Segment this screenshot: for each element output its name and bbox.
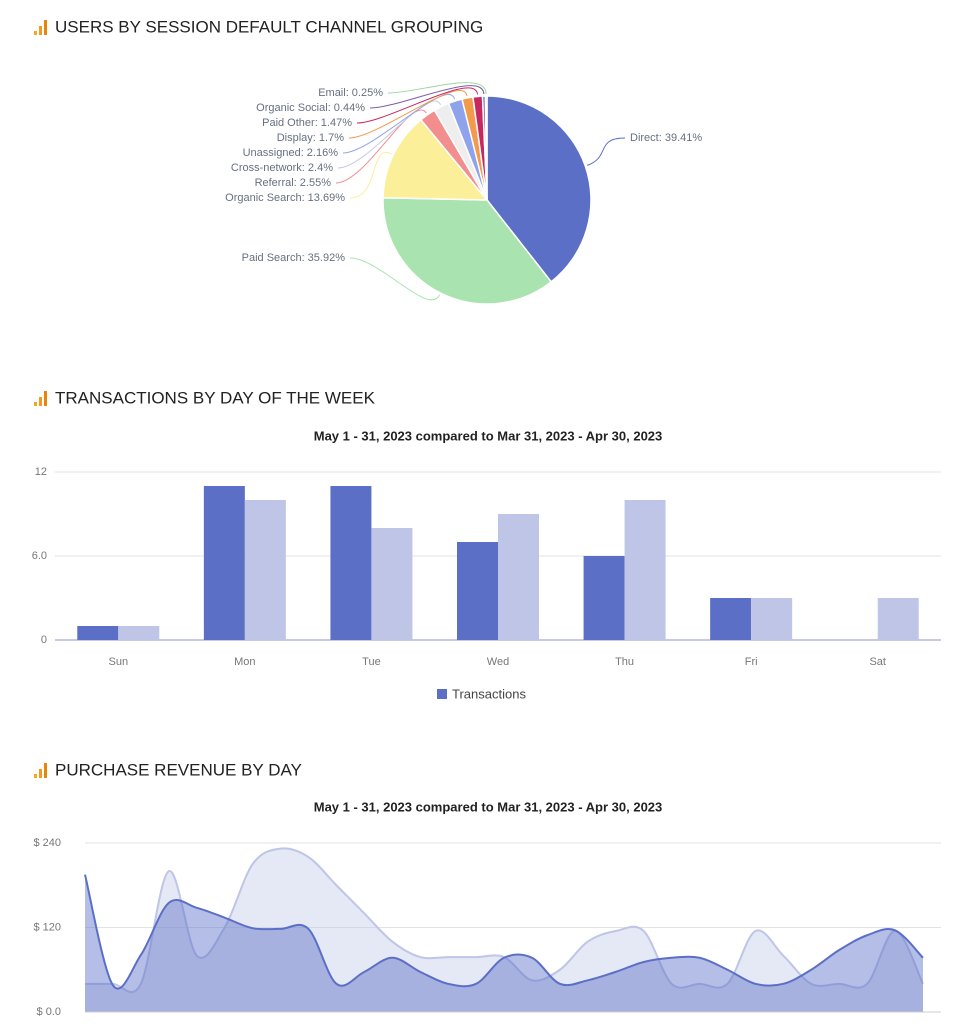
leader-line (337, 100, 441, 169)
area (85, 874, 923, 1012)
slice-label: Paid Search: 35.92% (242, 252, 346, 264)
leader-line (349, 257, 441, 301)
bar (244, 500, 286, 640)
pie-slice (484, 95, 488, 201)
icon (34, 20, 47, 35)
slice-label: Cross-network: 2.4% (231, 162, 333, 174)
leader-line (342, 94, 456, 154)
leader-line (349, 151, 392, 199)
pie-slice (382, 118, 489, 201)
y-tick-label: 12 (35, 466, 47, 478)
leader-line (348, 89, 468, 139)
bar (371, 528, 413, 640)
bar (583, 556, 625, 640)
bar (118, 626, 160, 640)
y-tick-label: $ 120 (33, 921, 61, 933)
pie-slice (486, 95, 592, 283)
leader-line (335, 109, 427, 184)
slice-label: Organic Search: 13.69% (225, 192, 345, 204)
slice-label: Organic Social: 0.44% (256, 102, 365, 114)
x-tick-label: Sat (869, 656, 886, 668)
chart-title: PURCHASE REVENUE BY DAY (55, 760, 302, 779)
x-tick-label: Tue (362, 656, 381, 668)
y-tick-label: 6.0 (32, 550, 47, 562)
slice-label: Unassigned: 2.16% (243, 147, 339, 159)
y-tick-label: $ 0.0 (37, 1006, 61, 1018)
bar (457, 542, 498, 640)
line (85, 847, 924, 994)
legend-swatch (437, 689, 447, 699)
slice-label: Display: 1.7% (277, 132, 344, 144)
bar (624, 500, 666, 640)
y-tick-label: $ 240 (33, 837, 61, 849)
icon (34, 763, 47, 778)
chart-title: TRANSACTIONS BY DAY OF THE WEEK (55, 388, 376, 407)
chart-title: USERS BY SESSION DEFAULT CHANNEL GROUPIN… (55, 17, 483, 36)
bar (751, 598, 793, 640)
leader-line (587, 137, 626, 166)
slice-label: Paid Other: 1.47% (262, 117, 352, 129)
y-tick-label: 0 (41, 634, 47, 646)
bar (498, 514, 539, 640)
bar (710, 598, 752, 640)
legend-label: Transactions (452, 686, 526, 701)
slice-label: Direct: 39.41% (630, 132, 702, 144)
bar (877, 598, 919, 640)
line (84, 874, 924, 990)
area (85, 848, 923, 1012)
bar (203, 486, 245, 640)
x-tick-label: Sun (108, 656, 128, 668)
slice-label: Referral: 2.55% (255, 177, 332, 189)
x-tick-label: Thu (615, 656, 634, 668)
chart-subtitle: May 1 - 31, 2023 compared to Mar 31, 202… (314, 428, 663, 443)
x-tick-label: Fri (745, 656, 758, 668)
bar (330, 486, 372, 640)
x-tick-label: Mon (234, 656, 255, 668)
slice-label: Email: 0.25% (318, 87, 383, 99)
leader-line (387, 82, 487, 95)
leader-line (369, 85, 485, 109)
icon (34, 391, 47, 406)
leader-line (356, 87, 479, 124)
pie-slice (382, 197, 553, 305)
x-tick-label: Wed (487, 656, 509, 668)
bar (77, 626, 119, 640)
chart-subtitle: May 1 - 31, 2023 compared to Mar 31, 202… (314, 799, 663, 814)
